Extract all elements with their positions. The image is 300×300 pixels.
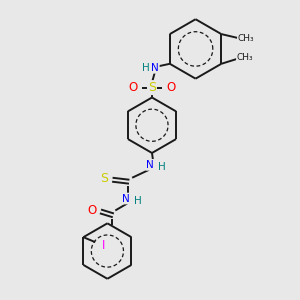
Text: O: O — [166, 81, 176, 94]
Text: CH₃: CH₃ — [238, 34, 254, 43]
Text: S: S — [148, 81, 156, 94]
Text: I: I — [101, 238, 105, 252]
Text: N: N — [146, 160, 154, 170]
Text: S: S — [100, 172, 108, 185]
Text: N: N — [122, 194, 130, 203]
Text: CH₃: CH₃ — [237, 53, 254, 62]
Text: O: O — [128, 81, 138, 94]
Text: O: O — [87, 204, 96, 217]
Text: H: H — [158, 162, 166, 172]
Text: N: N — [151, 63, 159, 73]
Text: H: H — [142, 63, 150, 73]
Text: H: H — [134, 196, 142, 206]
